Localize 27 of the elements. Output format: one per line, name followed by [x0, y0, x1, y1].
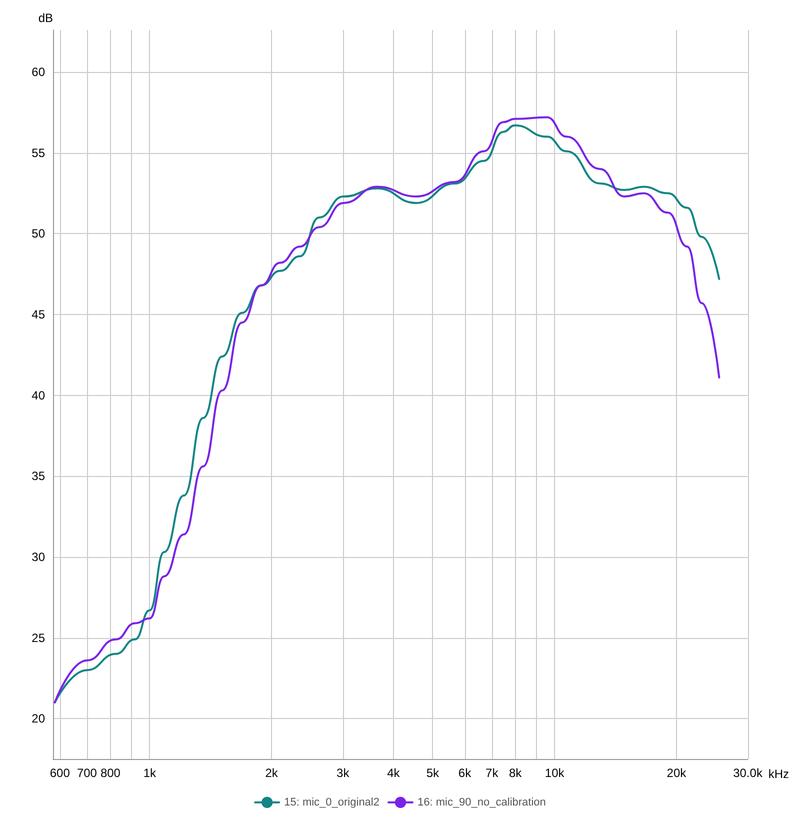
x-tick-label: 800: [100, 766, 121, 780]
x-tick-label: 7k: [486, 766, 500, 780]
y-tick-label: 50: [32, 226, 46, 241]
x-tick-label: 2k: [265, 766, 279, 780]
x-tick-label: 700: [76, 766, 98, 780]
legend-label: 15: mic_0_original2: [284, 796, 380, 808]
legend-label: 16: mic_90_no_calibration: [417, 796, 546, 808]
y-tick-label: 55: [32, 146, 46, 160]
x-tick-label: 600: [50, 766, 70, 780]
x-tick-label: 1k: [143, 766, 158, 780]
x-axis-title: kHz: [768, 767, 790, 781]
x-tick-label: 8k: [508, 766, 523, 780]
y-tick-label: 30: [32, 550, 46, 564]
x-tick-label: 3k: [336, 766, 350, 780]
y-tick-label: 20: [32, 712, 46, 726]
y-tick-label: 35: [32, 469, 46, 484]
x-tick-label: 10k: [544, 766, 566, 780]
x-tick-label: 6k: [458, 766, 472, 780]
x-tick-label: 30.0k: [733, 766, 764, 780]
x-tick-label: 5k: [426, 766, 440, 780]
y-tick-label: 60: [32, 65, 46, 80]
x-tick-label: 20k: [666, 766, 688, 780]
y-axis-title: dB: [38, 11, 53, 25]
y-tick-label: 40: [32, 388, 46, 402]
y-tick-label: 45: [32, 307, 46, 322]
x-tick-label: 4k: [387, 766, 401, 780]
y-tick-label: 25: [32, 630, 46, 645]
